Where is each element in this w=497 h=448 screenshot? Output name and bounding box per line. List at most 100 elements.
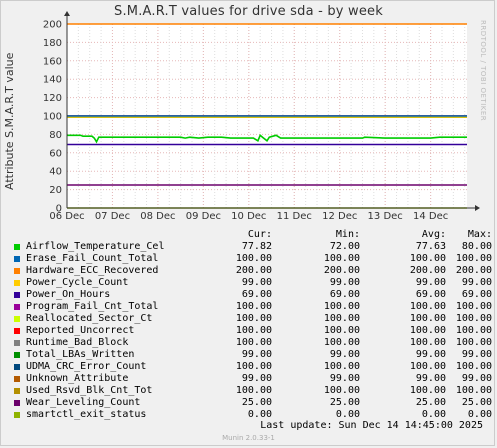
legend-min-value: 25.00 bbox=[329, 397, 360, 408]
x-tick-label: 07 Dec bbox=[95, 211, 130, 222]
legend-min-value: 100.00 bbox=[323, 385, 360, 396]
legend-item: Erase_Fail_Count_Total 100.00 100.00 100.00… bbox=[12, 253, 492, 265]
legend-swatch bbox=[14, 256, 20, 262]
legend-min-value: 100.00 bbox=[323, 313, 360, 324]
x-tick-label: 06 Dec bbox=[49, 211, 84, 222]
legend-cur-value: 77.82 bbox=[241, 241, 272, 252]
x-tick-label: 09 Dec bbox=[186, 211, 221, 222]
legend-header-avg: Avg: bbox=[421, 229, 446, 240]
y-tick-label: 60 bbox=[49, 148, 62, 159]
legend-series-name: Total_LBAs_Written bbox=[26, 349, 135, 360]
legend-cur-value: 69.00 bbox=[241, 289, 272, 300]
legend-max-value: 200.00 bbox=[455, 265, 492, 276]
legend-avg-value: 99.00 bbox=[415, 373, 446, 384]
legend-max-value: 99.00 bbox=[461, 373, 492, 384]
x-tick-label: 14 Dec bbox=[413, 211, 448, 222]
y-tick-label: 160 bbox=[43, 56, 62, 67]
legend-avg-value: 99.00 bbox=[415, 277, 446, 288]
legend-avg-value: 99.00 bbox=[415, 349, 446, 360]
legend-series-name: Program_Fail_Cnt_Total bbox=[26, 301, 159, 312]
legend-max-value: 25.00 bbox=[461, 397, 492, 408]
legend-item: smartctl_exit_status 0.00 0.00 0.00 0.00 bbox=[12, 409, 492, 421]
legend-swatch bbox=[14, 268, 20, 274]
legend-avg-value: 77.63 bbox=[415, 241, 446, 252]
y-tick-label: 0 bbox=[56, 204, 62, 215]
x-tick-label: 11 Dec bbox=[277, 211, 312, 222]
legend-avg-value: 200.00 bbox=[409, 265, 446, 276]
legend-avg-value: 100.00 bbox=[409, 301, 446, 312]
x-tick-label: 10 Dec bbox=[231, 211, 266, 222]
legend-cur-value: 100.00 bbox=[235, 325, 272, 336]
legend-min-value: 99.00 bbox=[329, 373, 360, 384]
legend-min-value: 100.00 bbox=[323, 301, 360, 312]
x-tick-label: 08 Dec bbox=[140, 211, 175, 222]
chart-plot: 0 20 40 60 80 100 120 140 160 180 200 06 Dec 07 Dec 0… bbox=[43, 11, 480, 222]
legend: Cur: Min: Avg: Max: Airflow_Temperature_… bbox=[12, 229, 492, 421]
legend-series-name: Power_Cycle_Count bbox=[26, 277, 129, 288]
legend-item: Total_LBAs_Written 99.00 99.00 99.00 99.00 bbox=[12, 349, 492, 361]
legend-swatch bbox=[14, 400, 20, 406]
legend-swatch bbox=[14, 340, 20, 346]
legend-item: Unknown_Attribute 99.00 99.00 99.00 99.00 bbox=[12, 373, 492, 385]
legend-series-name: Erase_Fail_Count_Total bbox=[26, 253, 159, 264]
legend-item: Power_Cycle_Count 99.00 99.00 99.00 99.00 bbox=[12, 277, 492, 289]
legend-min-value: 100.00 bbox=[323, 337, 360, 348]
legend-min-value: 99.00 bbox=[329, 277, 360, 288]
legend-item: Wear_Leveling_Count 25.00 25.00 25.00 25.00 bbox=[12, 397, 492, 409]
legend-avg-value: 100.00 bbox=[409, 325, 446, 336]
legend-item: Reallocated_Sector_Ct 100.00 100.00 100.00 1… bbox=[12, 313, 492, 325]
legend-swatch bbox=[14, 388, 20, 394]
legend-series-name: Power_On_Hours bbox=[26, 289, 111, 300]
legend-swatch bbox=[14, 364, 20, 370]
legend-item: UDMA_CRC_Error_Count 100.00 100.00 100.00 10… bbox=[12, 361, 492, 373]
y-tick-label: 80 bbox=[49, 130, 62, 141]
x-axis-arrow bbox=[475, 205, 480, 211]
legend-min-value: 100.00 bbox=[323, 253, 360, 264]
legend-swatch bbox=[14, 244, 20, 250]
legend-avg-value: 25.00 bbox=[415, 397, 446, 408]
legend-series-name: Used_Rsvd_Blk_Cnt_Tot bbox=[26, 385, 153, 396]
legend-min-value: 100.00 bbox=[323, 325, 360, 336]
legend-swatch bbox=[14, 292, 20, 298]
legend-cur-value: 100.00 bbox=[235, 337, 272, 348]
y-tick-label: 200 bbox=[43, 20, 62, 31]
legend-min-value: 99.00 bbox=[329, 349, 360, 360]
legend-avg-value: 0.00 bbox=[421, 409, 446, 420]
chart-title: S.M.A.R.T values for drive sda - by week bbox=[114, 4, 383, 19]
series-line bbox=[67, 133, 467, 144]
legend-series-name: Wear_Leveling_Count bbox=[26, 397, 141, 408]
y-tick-label: 100 bbox=[43, 112, 62, 123]
legend-cur-value: 99.00 bbox=[241, 373, 272, 384]
y-tick-label: 40 bbox=[49, 167, 62, 178]
legend-avg-value: 100.00 bbox=[409, 337, 446, 348]
legend-series-name: Airflow_Temperature_Cel bbox=[26, 241, 165, 252]
legend-cur-value: 100.00 bbox=[235, 361, 272, 372]
legend-swatch bbox=[14, 376, 20, 382]
legend-item: Hardware_ECC_Recovered 200.00 200.00 200.00… bbox=[12, 265, 492, 277]
legend-series-name: Reallocated_Sector_Ct bbox=[26, 313, 153, 324]
legend-swatch bbox=[14, 412, 20, 418]
legend-item: Runtime_Bad_Block 100.00 100.00 100.00 100.0… bbox=[12, 337, 492, 349]
legend-avg-value: 100.00 bbox=[409, 361, 446, 372]
munin-version: Munin 2.0.33-1 bbox=[222, 434, 275, 442]
legend-swatch bbox=[14, 316, 20, 322]
legend-cur-value: 100.00 bbox=[235, 253, 272, 264]
legend-series-name: UDMA_CRC_Error_Count bbox=[26, 361, 147, 372]
legend-series-name: Runtime_Bad_Block bbox=[26, 337, 129, 348]
legend-avg-value: 100.00 bbox=[409, 253, 446, 264]
legend-max-value: 100.00 bbox=[455, 385, 492, 396]
legend-max-value: 100.00 bbox=[455, 313, 492, 324]
legend-avg-value: 100.00 bbox=[409, 385, 446, 396]
legend-avg-value: 100.00 bbox=[409, 313, 446, 324]
y-tick-label: 20 bbox=[49, 185, 62, 196]
legend-item: Reported_Uncorrect 100.00 100.00 100.00 100.… bbox=[12, 325, 492, 337]
y-tick-label: 140 bbox=[43, 75, 62, 86]
legend-cur-value: 200.00 bbox=[235, 265, 272, 276]
x-tick-label: 12 Dec bbox=[322, 211, 357, 222]
legend-item: Used_Rsvd_Blk_Cnt_Tot 100.00 100.00 100.00 1… bbox=[12, 385, 492, 397]
legend-header-max: Max: bbox=[467, 229, 492, 240]
legend-min-value: 69.00 bbox=[329, 289, 360, 300]
legend-item: Power_On_Hours 69.00 69.00 69.00 69.00 bbox=[12, 289, 492, 301]
legend-cur-value: 100.00 bbox=[235, 301, 272, 312]
